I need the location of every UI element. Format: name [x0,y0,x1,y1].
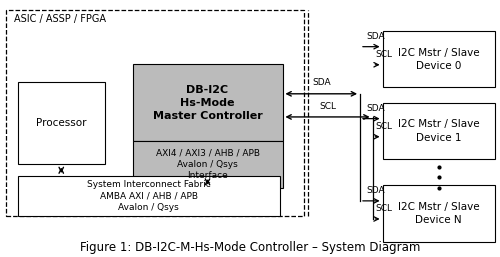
Bar [132,64,282,141]
Text: I2C Mstr / Slave
Device 1: I2C Mstr / Slave Device 1 [398,120,479,143]
Text: Figure 1: DB-I2C-M-Hs-Mode Controller – System Diagram: Figure 1: DB-I2C-M-Hs-Mode Controller – … [80,241,420,254]
Text: ASIC / ASSP / FPGA: ASIC / ASSP / FPGA [14,14,106,24]
Text: SCL: SCL [376,204,392,213]
Bar [382,31,495,87]
Bar [382,103,495,159]
Text: System Interconnect Fabric
AMBA AXI / AHB / APB
Avalon / Qsys: System Interconnect Fabric AMBA AXI / AH… [87,180,210,212]
Text: AXI4 / AXI3 / AHB / APB
Avalon / Qsys
Interface: AXI4 / AXI3 / AHB / APB Avalon / Qsys In… [156,149,260,180]
Bar [18,82,105,164]
Text: I2C Mstr / Slave
Device N: I2C Mstr / Slave Device N [398,202,479,225]
Text: SDA: SDA [367,32,386,41]
Text: SCL: SCL [376,122,392,131]
Text: SCL: SCL [376,50,392,59]
Bar [6,10,304,216]
Bar [132,141,282,188]
Text: I2C Mstr / Slave
Device 0: I2C Mstr / Slave Device 0 [398,48,479,71]
Text: SCL: SCL [319,102,336,111]
Text: SDA: SDA [367,104,386,113]
Text: DB-I2C
Hs-Mode
Master Controller: DB-I2C Hs-Mode Master Controller [152,85,262,121]
Bar [18,176,280,216]
Bar [382,185,495,242]
Text: Processor: Processor [36,118,86,128]
Text: SDA: SDA [367,186,386,195]
Text: SDA: SDA [312,78,330,87]
